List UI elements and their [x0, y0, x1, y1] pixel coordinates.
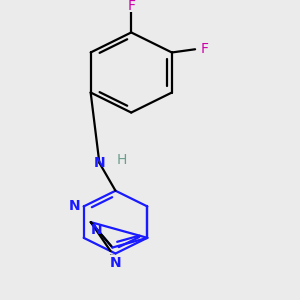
Text: F: F — [200, 42, 208, 56]
Text: N: N — [94, 156, 105, 170]
Text: F: F — [127, 0, 135, 13]
Text: N: N — [110, 256, 121, 269]
Text: N: N — [91, 223, 102, 237]
Text: H: H — [117, 153, 127, 167]
Text: N: N — [68, 200, 80, 213]
Text: methyl: methyl — [110, 254, 115, 255]
